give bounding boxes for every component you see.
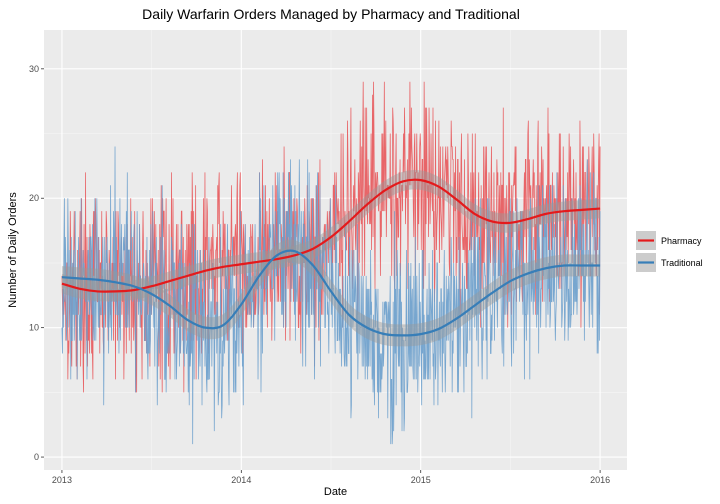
x-axis-title: Date: [324, 486, 347, 498]
smoothed-trend-lines: [61, 178, 601, 337]
y-tick-label: 10: [29, 323, 39, 333]
legend-item-pharmacy: Pharmacy: [636, 231, 702, 250]
y-axis-title: Number of Daily Orders: [7, 192, 19, 308]
x-tick-label: 2014: [231, 475, 251, 485]
y-tick-label: 0: [34, 452, 39, 462]
legend-item-traditional: Traditional: [636, 253, 703, 272]
confidence-band-pharmacy: [61, 169, 601, 302]
legend-label: Traditional: [661, 258, 703, 268]
daily-order-lines: [61, 81, 601, 445]
smooth-line-pharmacy: [61, 178, 601, 293]
x-tick-label: 2015: [411, 475, 431, 485]
legend: Pharmacy Traditional: [636, 231, 703, 272]
y-tick-label: 20: [29, 193, 39, 203]
smooth-line-traditional: [61, 249, 601, 337]
x-axis: 2013 2014 2015 2016: [52, 470, 610, 485]
daily-line-traditional: [61, 146, 601, 445]
chart-title: Daily Warfarin Orders Managed by Pharmac…: [142, 6, 520, 22]
x-tick-label: 2013: [52, 475, 72, 485]
x-tick-label: 2016: [590, 475, 610, 485]
legend-label: Pharmacy: [661, 236, 702, 246]
y-axis: 0 10 20 30: [29, 64, 44, 462]
y-tick-label: 30: [29, 64, 39, 74]
